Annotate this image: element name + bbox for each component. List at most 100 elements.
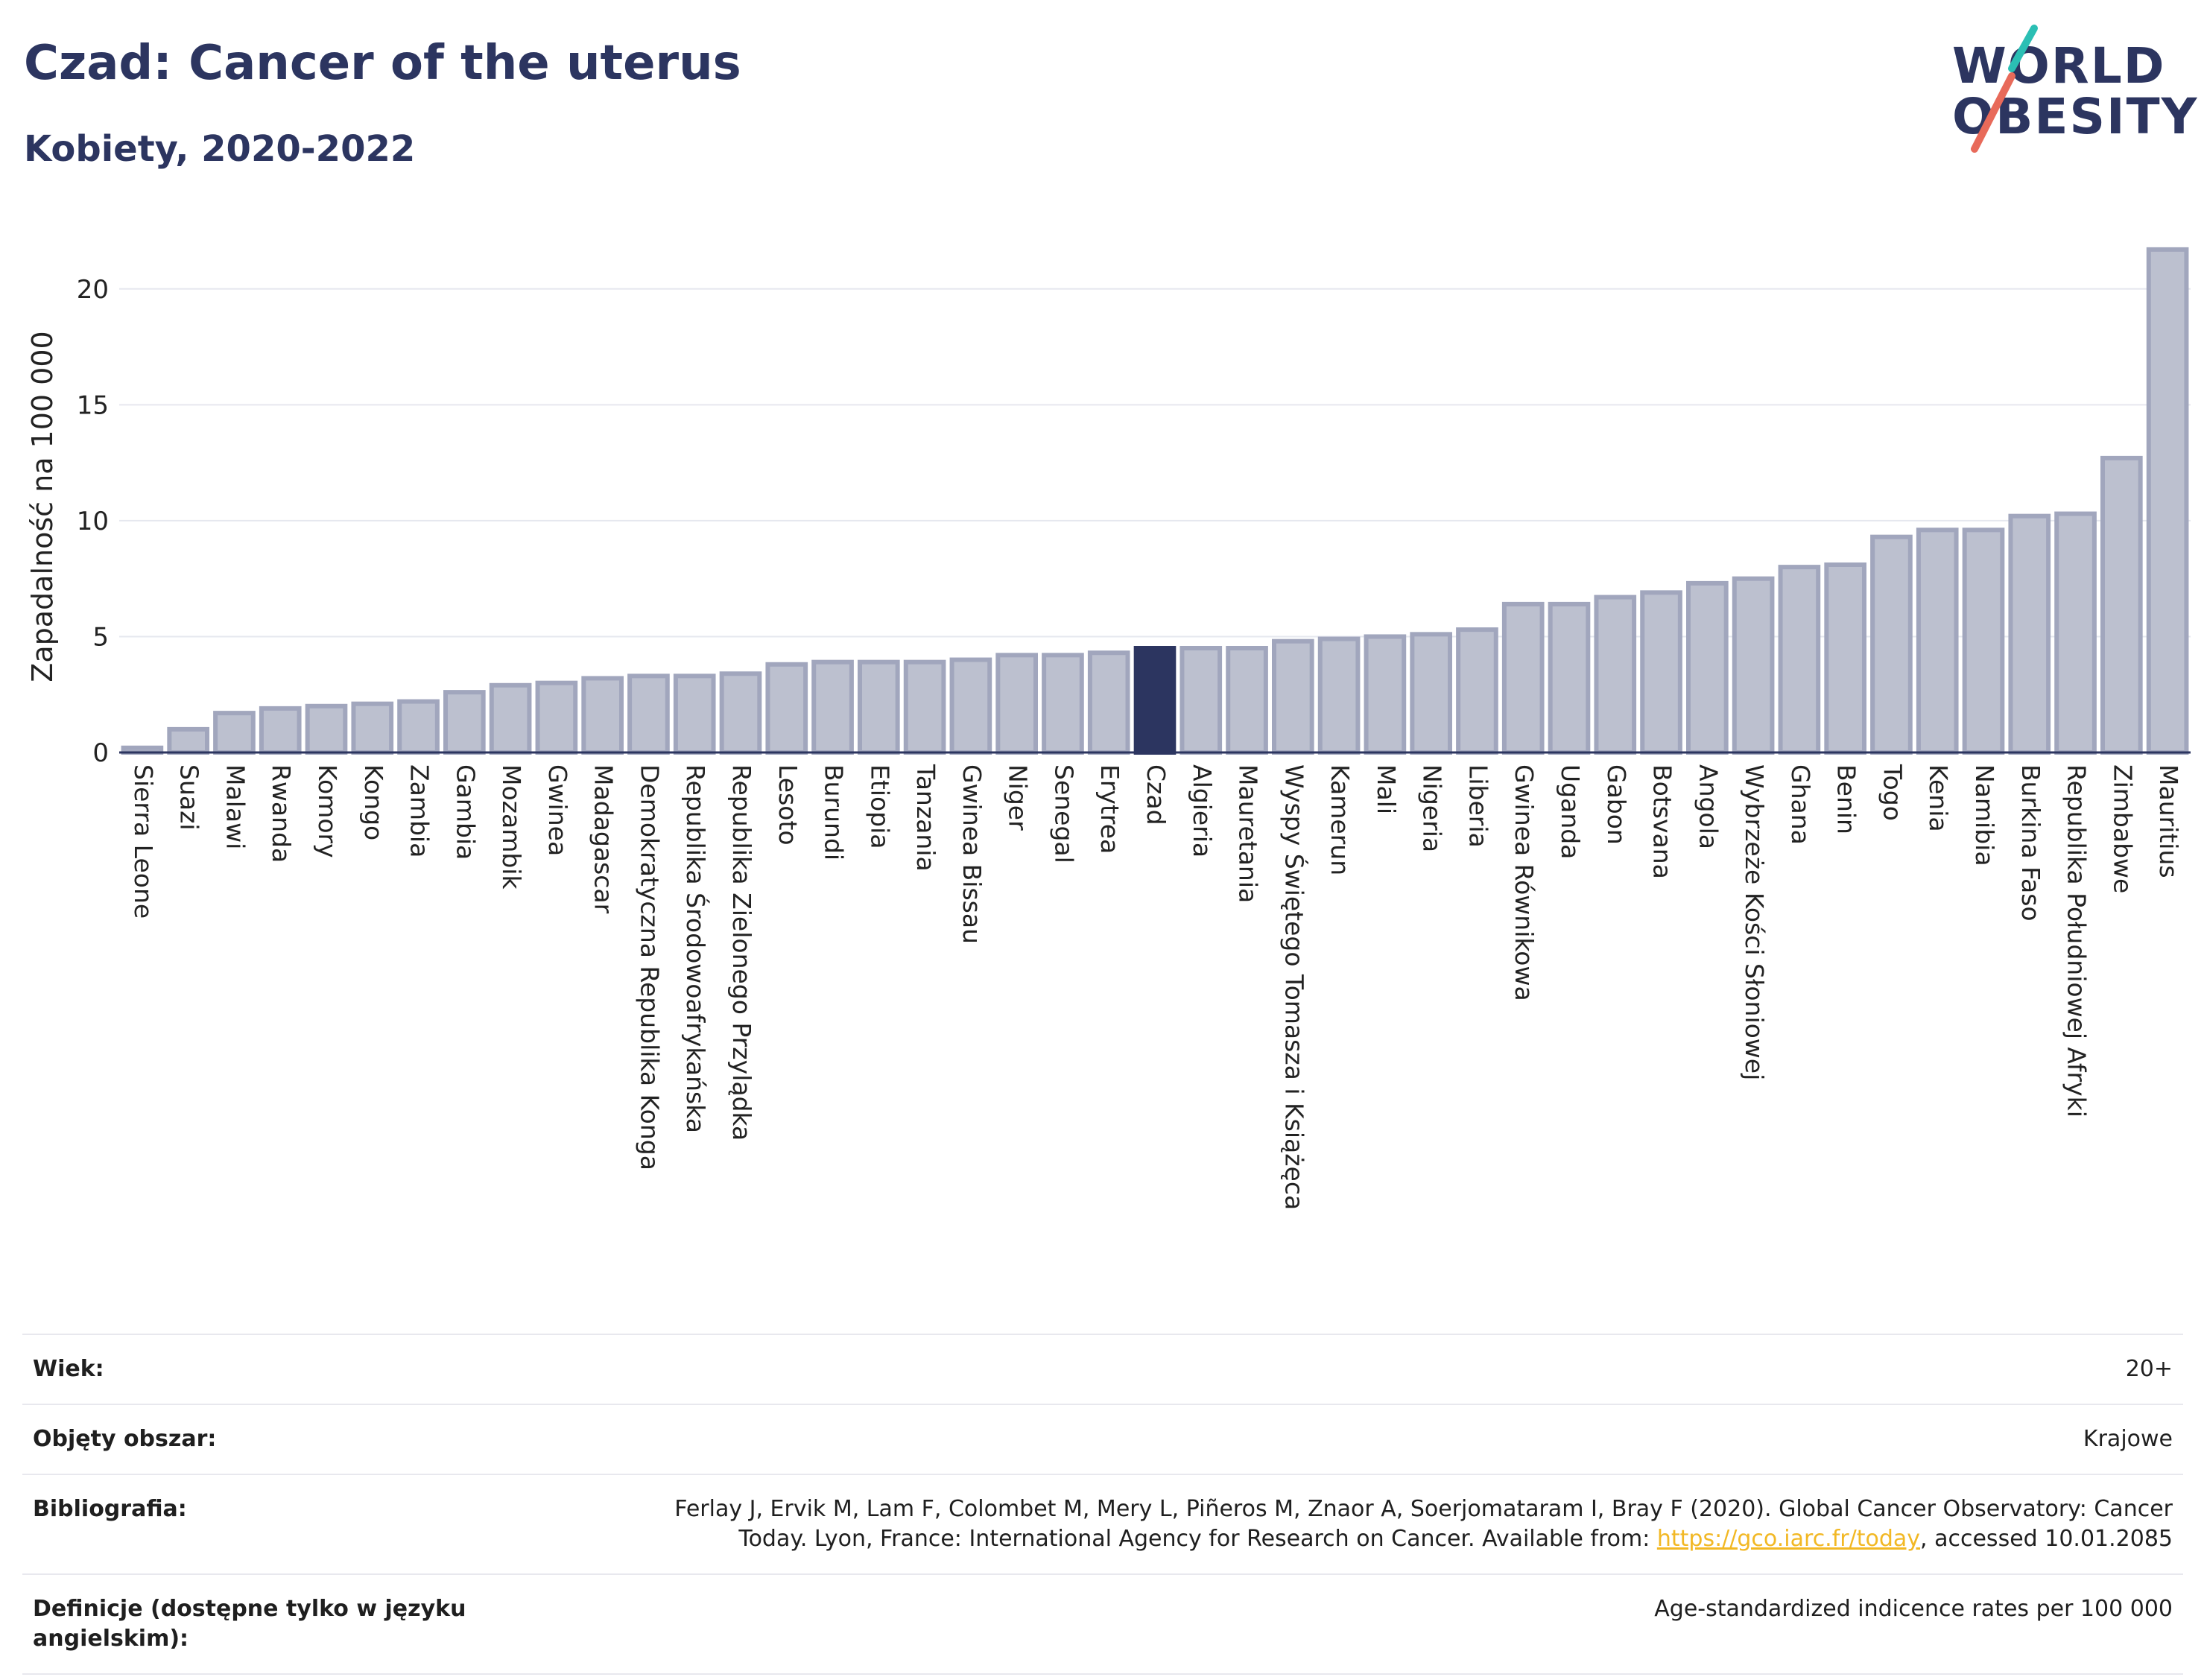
- x-tick-label: Gabon: [1602, 764, 1631, 845]
- x-tick-label: Algieria: [1188, 764, 1217, 858]
- x-tick-label: Mauretania: [1234, 764, 1263, 903]
- y-axis-label: Zapadalność na 100 000: [26, 331, 59, 682]
- bar: [719, 671, 762, 755]
- x-tick-label: Republika Południowej Afryki: [2062, 764, 2091, 1118]
- bar: [259, 706, 302, 755]
- bibliography-line1: Ferlay J, Ervik M, Lam F, Colombet M, Me…: [674, 1496, 2173, 1522]
- bar: [1317, 636, 1361, 755]
- bar-highlight: [1133, 646, 1177, 755]
- x-tick-label: Togo: [1878, 764, 1907, 821]
- bar: [858, 659, 900, 755]
- bar: [1594, 595, 1637, 755]
- x-tick-label: Nigeria: [1418, 764, 1447, 852]
- x-tick-label: Sierra Leone: [129, 764, 158, 919]
- y-tick-label: 10: [77, 507, 109, 536]
- x-tick-label: Niger: [1004, 764, 1033, 831]
- x-tick-label: Namibia: [1970, 764, 1999, 866]
- x-tick-label: Liberia: [1463, 764, 1492, 848]
- x-tick-label: Botsvana: [1648, 764, 1677, 879]
- bar: [673, 673, 716, 755]
- chart-subtitle: Kobiety, 2020-2022: [24, 128, 416, 170]
- x-tick-label: Etiopia: [865, 764, 894, 849]
- info-value-bibliography: Ferlay J, Ervik M, Lam F, Colombet M, Me…: [505, 1474, 2183, 1574]
- info-row-bibliography: Bibliografia: Ferlay J, Ervik M, Lam F, …: [22, 1474, 2183, 1574]
- bibliography-line2: Today. Lyon, France: International Agenc…: [738, 1526, 1657, 1552]
- x-tick-label: Mozambik: [497, 764, 526, 890]
- y-tick-label: 20: [77, 275, 109, 305]
- x-tick-label: Tanzania: [911, 764, 940, 872]
- x-tick-label: Gambia: [451, 764, 480, 860]
- x-tick-label: Demokratyczna Republika Konga: [635, 764, 664, 1170]
- bar: [903, 659, 946, 755]
- bar: [1778, 565, 1821, 755]
- x-tick-label: Angola: [1694, 764, 1723, 849]
- bar: [1686, 580, 1729, 755]
- bar: [1179, 646, 1223, 755]
- bar: [2100, 455, 2143, 755]
- x-tick-label: Kamerun: [1326, 764, 1355, 875]
- bar: [1640, 590, 1682, 755]
- x-tick-label: Gwinea Równikowa: [1510, 764, 1539, 1001]
- bibliography-accessed: , accessed 10.01.2085: [1920, 1526, 2173, 1552]
- bar: [811, 659, 854, 755]
- info-value-area: Krajowe: [505, 1404, 2183, 1474]
- bar: [1226, 646, 1268, 755]
- y-tick-label: 0: [92, 738, 109, 768]
- info-label-bibliography: Bibliografia:: [22, 1474, 505, 1574]
- bar: [489, 682, 532, 755]
- bar-chart: 0 5 10 15 20 Zapadalność na 100 000 Sierra Leo…: [26, 247, 2191, 1210]
- x-tick-label: Rwanda: [267, 764, 296, 863]
- bar: [1870, 534, 1913, 755]
- bar: [1410, 632, 1452, 755]
- info-value-definitions: Age-standardized indicence rates per 100…: [505, 1573, 2183, 1675]
- bar: [995, 653, 1038, 755]
- logo-word-world: WORLD: [1952, 37, 2166, 95]
- x-tick-label: Republika Środowoafrykańska: [681, 764, 711, 1133]
- x-tick-label: Madagascar: [589, 764, 618, 914]
- world-obesity-logo: WORLD OBESITY: [1937, 22, 2197, 164]
- x-tick-label: Burundi: [820, 764, 849, 860]
- x-tick-label: Gwinea: [543, 764, 572, 856]
- x-tick-label: Zimbabwe: [2108, 764, 2137, 893]
- info-row-definitions: Definicje (dostępne tylko w języku angie…: [22, 1573, 2183, 1675]
- x-tick-label: Uganda: [1556, 764, 1585, 859]
- bar: [1042, 653, 1084, 755]
- info-label-definitions: Definicje (dostępne tylko w języku angie…: [22, 1573, 505, 1675]
- info-table: Wiek: 20+ Objęty obszar: Krajowe Bibliog…: [22, 1334, 2183, 1675]
- bar: [765, 662, 808, 755]
- bar: [1087, 650, 1130, 755]
- bar: [167, 726, 209, 755]
- y-tick-label: 5: [92, 622, 109, 652]
- x-tick-label: Wyspy Świętego Tomasza i Książęca: [1279, 764, 1309, 1210]
- bar: [2146, 247, 2189, 755]
- bar: [1456, 627, 1498, 755]
- bar: [1916, 527, 1959, 755]
- x-tick-label: Mali: [1372, 764, 1401, 814]
- x-tick-label: Lesoto: [773, 764, 802, 846]
- x-tick-label: Malawi: [221, 764, 250, 849]
- x-tick-label: Zambia: [405, 764, 434, 858]
- x-tick-label: Senegal: [1049, 764, 1078, 863]
- bar: [535, 680, 578, 755]
- bar: [627, 673, 670, 755]
- bibliography-link[interactable]: https://gco.iarc.fr/today: [1656, 1526, 1921, 1552]
- info-row-area: Objęty obszar: Krajowe: [22, 1404, 2183, 1474]
- bar: [213, 711, 256, 755]
- x-tick-label: Czad: [1141, 764, 1171, 825]
- bar: [1732, 576, 1775, 755]
- bar: [1962, 527, 2005, 755]
- x-tick-label: Mauritius: [2154, 764, 2183, 878]
- x-tick-label: Kongo: [359, 764, 388, 840]
- bar: [1364, 634, 1407, 755]
- info-label-area: Objęty obszar:: [22, 1404, 505, 1474]
- bar: [1548, 601, 1591, 755]
- bar: [1824, 562, 1866, 755]
- bar: [397, 699, 440, 755]
- chart-title: Czad: Cancer of the uterus: [24, 36, 741, 91]
- y-tick-label: 15: [77, 390, 109, 420]
- x-tick-label: Ghana: [1786, 764, 1815, 845]
- x-tick-label: Wybrzeże Kości Słoniowej: [1740, 764, 1769, 1080]
- x-tick-label: Burkina Faso: [2016, 764, 2045, 922]
- bar: [2008, 513, 2051, 755]
- bar: [443, 690, 486, 755]
